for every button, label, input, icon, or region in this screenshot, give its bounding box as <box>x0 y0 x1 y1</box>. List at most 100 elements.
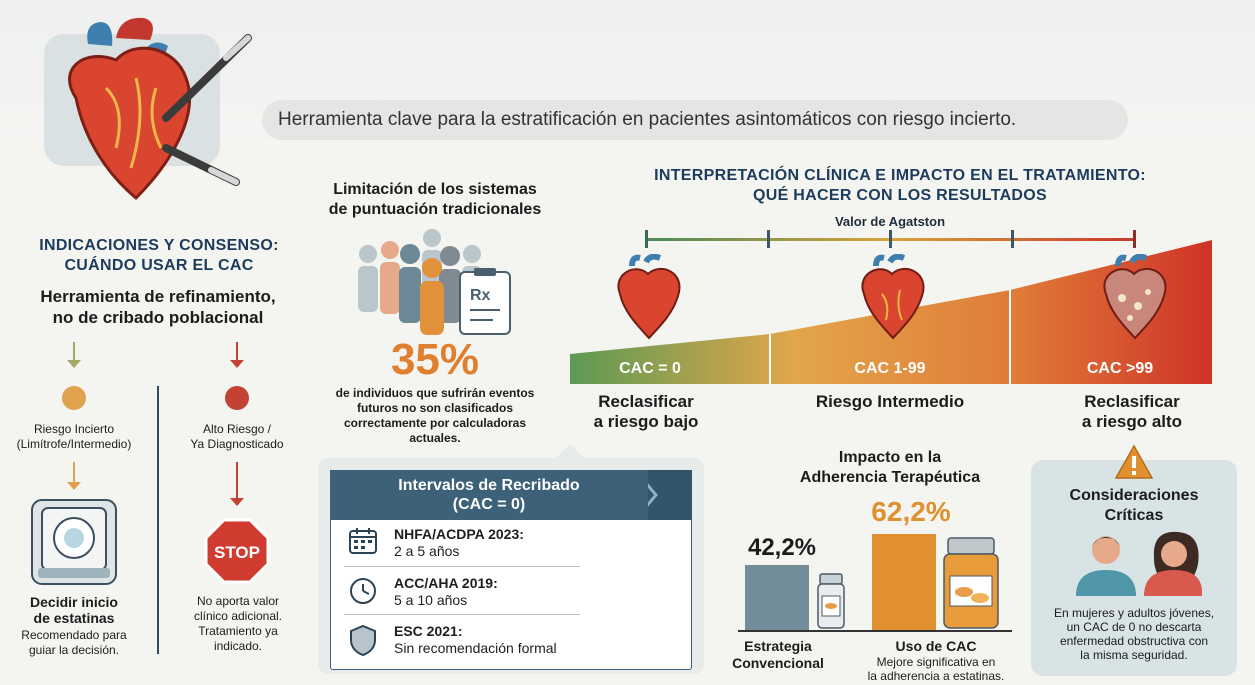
stop-sign-text: STOP <box>214 543 260 562</box>
indications-subtitle-line2: no de cribado poblacional <box>52 308 264 327</box>
intervals-title-line1: Intervalos de Recribado <box>398 477 580 494</box>
heart-orange-icon <box>861 254 925 340</box>
heart-green-icon <box>617 254 681 340</box>
action-high-line1: Reclasificar <box>1084 392 1180 411</box>
high-risk-note-line4: indicado. <box>213 639 263 653</box>
intervals-pointer <box>556 444 584 458</box>
action-intermediate: Riesgo Intermedio <box>780 392 1000 412</box>
cac-level-1: CAC 1-99 <box>854 360 926 377</box>
start-statins-line1: Decidir inicio <box>30 594 118 610</box>
action-low-line2: a riesgo bajo <box>593 412 699 431</box>
high-risk-label-line2: Ya Diagnosticado <box>190 437 284 451</box>
critical-text-line4: la misma seguridad. <box>1080 648 1188 662</box>
critical-title-line1: Consideraciones <box>1069 487 1199 504</box>
action-low: Reclasificar a riesgo bajo <box>566 392 726 432</box>
uncertain-risk-dot <box>62 386 86 410</box>
high-risk-label: Alto Riesgo / Ya Diagnosticado <box>168 422 306 452</box>
interval-row-3: ESC 2021: Sin recomendación formal <box>394 623 684 657</box>
high-risk-note-line1: No aporta valor <box>196 594 280 608</box>
heart-red-icon <box>1103 254 1167 340</box>
adherence-label-cac: Uso de CAC Mejore significativa en la ad… <box>856 638 1016 683</box>
high-risk-note-line3: Tratamiento ya <box>198 624 278 638</box>
column-divider <box>157 386 159 654</box>
population-group-icon: Rx <box>358 229 511 335</box>
indications-title-line2: CUÁNDO USAR EL CAC <box>64 257 254 274</box>
high-risk-label-line1: Alto Riesgo / <box>202 422 272 436</box>
scale-tick-5 <box>1133 230 1136 248</box>
interval-row-3-value: Sin recomendación formal <box>394 640 557 656</box>
svg-text:Rx: Rx <box>470 287 491 304</box>
limitation-title-line1: Limitación de los sistemas <box>333 181 537 198</box>
cac-note-line1: Mejore significativa en <box>876 655 996 669</box>
interval-divider-2 <box>344 614 580 615</box>
interval-row-2-title: ACC/AHA 2019: <box>394 575 498 591</box>
start-statins-line2: de estatinas <box>33 610 115 626</box>
warning-icon <box>1114 444 1154 479</box>
uncertain-arrow <box>73 342 75 366</box>
limitation-text-line3: correctamente por calculadoras <box>343 416 527 430</box>
pill-bottle-small-icon <box>817 573 845 629</box>
interval-divider-1 <box>344 566 580 567</box>
header-subtitle: Herramienta clave para la estratificació… <box>262 100 1128 140</box>
uncertain-label-line2: (Limítrofe/Intermedio) <box>16 437 132 451</box>
shield-icon <box>350 624 376 656</box>
limitation-text-line4: actuales. <box>409 431 461 445</box>
critical-title: Consideraciones Críticas <box>1040 486 1228 526</box>
high-risk-arrow-head <box>230 360 244 368</box>
limitation-text-line2: futuros no son clasificados <box>356 401 514 415</box>
indications-title: INDICACIONES Y CONSENSO: CUÁNDO USAR EL … <box>20 236 298 276</box>
indications-subtitle: Herramienta de refinamiento, no de criba… <box>10 286 306 328</box>
limitation-text: de individuos que sufrirán eventos futur… <box>322 386 548 446</box>
adherence-bar-cac <box>872 534 936 630</box>
interpretation-title-line1: INTERPRETACIÓN CLÍNICA E IMPACTO EN EL T… <box>654 167 1146 184</box>
critical-text-line2: un CAC de 0 no descarta <box>1066 620 1202 634</box>
action-high: Reclasificar a riesgo alto <box>1052 392 1212 432</box>
high-risk-note-line2: clínico adicional. <box>193 609 283 623</box>
cac-note-line2: la adherencia a estatinas. <box>867 669 1005 683</box>
cac-level-2: CAC >99 <box>1086 360 1154 377</box>
high-risk-arrow-2-head <box>230 498 244 506</box>
man-woman-avatars-icon <box>1076 531 1202 596</box>
intervals-header: Intervalos de Recribado (CAC = 0) <box>330 470 648 520</box>
high-risk-note: No aporta valor clínico adicional. Trata… <box>172 594 304 654</box>
interval-row-1-value: 2 a 5 años <box>394 543 460 559</box>
uncertain-arrow-2-head <box>67 482 81 490</box>
critical-panel <box>1031 460 1237 676</box>
action-high-line2: a riesgo alto <box>1081 412 1183 431</box>
indications-subtitle-line1: Herramienta de refinamiento, <box>40 287 276 306</box>
limitation-stat: 35% <box>390 335 480 384</box>
scale-tick-1 <box>645 230 648 248</box>
interval-row-2-value: 5 a 10 años <box>394 592 468 608</box>
clock-icon <box>350 578 376 604</box>
adherence-title-line2: Adherencia Terapéutica <box>799 469 981 486</box>
start-statins-note-line1: Recomendado para <box>21 628 127 642</box>
critical-title-line2: Críticas <box>1104 507 1164 524</box>
heart-scalpel-illustration <box>44 17 252 201</box>
critical-text-line1: En mujeres y adultos jóvenes, <box>1053 606 1215 620</box>
interpretation-title-line2: QUÉ HACER CON LOS RESULTADOS <box>752 187 1048 204</box>
uncertain-label-line1: Riesgo Incierto <box>33 422 115 436</box>
action-intermediate-line1: Riesgo Intermedio <box>815 392 965 411</box>
start-statins-title: Decidir inicio de estatinas <box>12 594 136 626</box>
interval-row-1: NHFA/ACDPA 2023: 2 a 5 años <box>394 526 684 560</box>
high-risk-dot <box>225 386 249 410</box>
limitation-title-line2: de puntuación tradicionales <box>328 201 542 218</box>
high-risk-arrow-2 <box>236 462 238 502</box>
limitation-text-line1: de individuos que sufrirán eventos <box>335 386 535 400</box>
adherence-title-line1: Impacto en la <box>838 449 942 466</box>
conventional-label-line2: Convencional <box>732 655 824 671</box>
adherence-label-conventional: Estrategia Convencional <box>728 638 828 672</box>
scale-tick-4 <box>1011 230 1014 248</box>
scale-tick-3 <box>889 230 892 248</box>
interval-row-1-title: NHFA/ACDPA 2023: <box>394 526 524 542</box>
high-risk-arrow <box>236 342 238 366</box>
adherence-title: Impacto en la Adherencia Terapéutica <box>760 448 1020 488</box>
adherence-value-cac: 62,2% <box>871 496 951 527</box>
conventional-label-line1: Estrategia <box>744 638 812 654</box>
adherence-bar-conventional <box>745 565 809 630</box>
interpretation-title: INTERPRETACIÓN CLÍNICA E IMPACTO EN EL T… <box>600 166 1200 206</box>
ct-scanner-icon <box>31 499 117 585</box>
interval-row-2: ACC/AHA 2019: 5 a 10 años <box>394 575 684 609</box>
start-statins-note: Recomendado para guiar la decisión. <box>12 628 136 658</box>
indications-title-line1: INDICACIONES Y CONSENSO: <box>39 237 279 254</box>
